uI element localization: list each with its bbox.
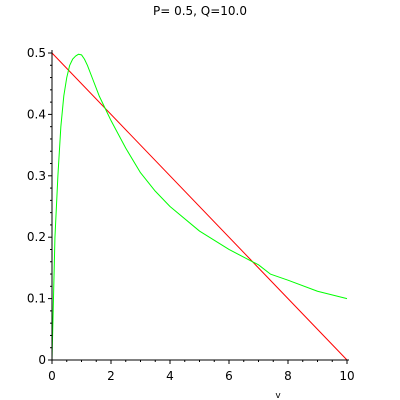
axes-layer bbox=[51, 50, 349, 361]
x-tick-label: 10 bbox=[339, 369, 354, 383]
y-tick-label: 0.2 bbox=[27, 230, 46, 244]
series-line-2 bbox=[51, 53, 348, 361]
labels-layer: 0 2 4 6 8 10 0 0.1 0.2 0.3 0.4 0.5 v bbox=[27, 46, 355, 400]
y-tick-label: 0.1 bbox=[27, 292, 46, 306]
x-tick-label: 6 bbox=[225, 369, 233, 383]
y-tick-label: 0.4 bbox=[27, 107, 46, 121]
ticks-layer bbox=[48, 52, 348, 364]
y-tick-label: 0 bbox=[38, 353, 46, 367]
y-tick-label: 0.3 bbox=[27, 169, 46, 183]
x-tick-label: 2 bbox=[107, 369, 115, 383]
y-tick-label: 0.5 bbox=[27, 46, 46, 60]
x-tick-label: 0 bbox=[48, 369, 56, 383]
series-layer bbox=[51, 52, 348, 361]
x-tick-label: 4 bbox=[166, 369, 174, 383]
x-axis-title: v bbox=[275, 391, 281, 400]
chart-title: P= 0.5, Q=10.0 bbox=[152, 4, 248, 18]
series-line-1 bbox=[51, 52, 348, 361]
x-tick-label: 8 bbox=[284, 369, 292, 383]
